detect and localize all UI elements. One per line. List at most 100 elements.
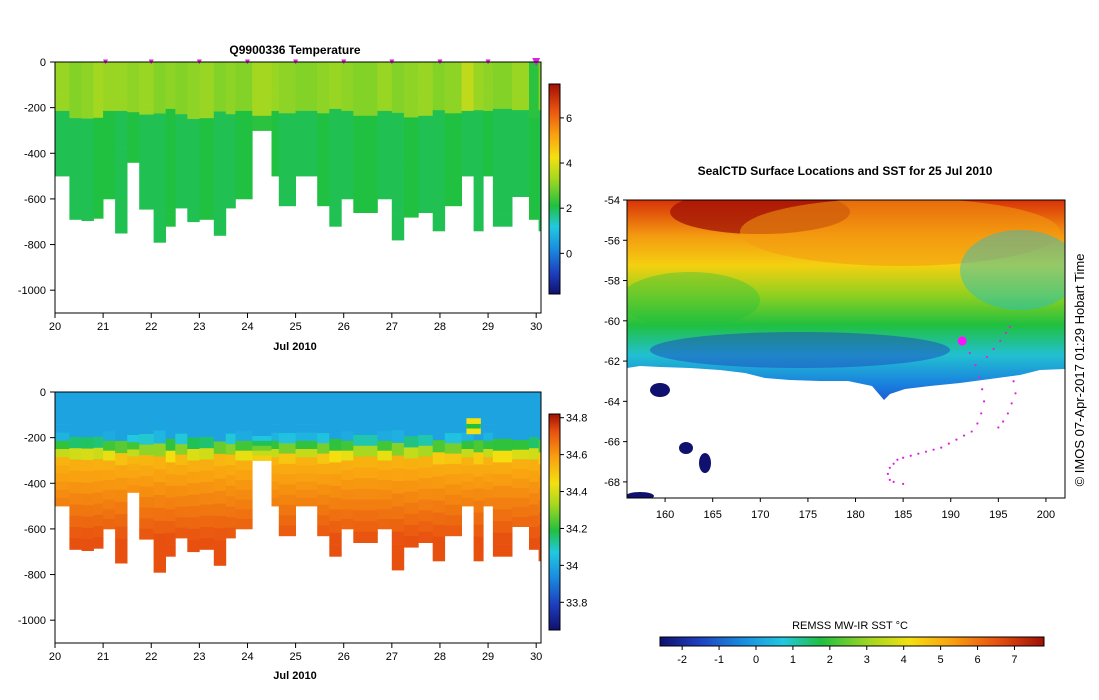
profile-cell — [444, 113, 462, 124]
profile-cell — [418, 510, 434, 522]
profile-cell — [353, 402, 378, 414]
profile-cell — [153, 559, 166, 573]
profile-cell — [199, 403, 215, 415]
profile-cell — [278, 515, 296, 526]
profile-cell — [391, 404, 405, 418]
profile-cell — [213, 528, 227, 542]
profile-cell — [444, 443, 462, 454]
profile-cell — [103, 519, 116, 530]
profile-cell — [473, 404, 484, 417]
profile-cell — [127, 485, 140, 493]
track-point — [909, 454, 912, 457]
profile-cell — [444, 185, 462, 196]
track-point — [981, 388, 984, 391]
profile-cell — [418, 148, 434, 160]
profile-cell — [329, 438, 342, 451]
track-point — [1014, 392, 1017, 395]
profile-cell — [512, 138, 530, 149]
profile-cell — [295, 86, 318, 95]
profile-cell — [483, 432, 494, 442]
profile-cell — [165, 214, 176, 227]
profile-cell — [329, 132, 342, 145]
profile-cell — [295, 457, 318, 466]
profile-cell — [55, 94, 70, 104]
profile-cell — [69, 208, 82, 220]
x-tick-label: 21 — [97, 651, 109, 663]
profile-cell — [461, 449, 474, 458]
profile-cell — [225, 166, 236, 178]
profile-cell — [538, 548, 542, 562]
profile-cell — [153, 495, 166, 509]
profile-cell — [115, 159, 128, 173]
profile-cell — [512, 459, 530, 470]
y-tick-label: -800 — [24, 570, 46, 582]
profile-cell — [165, 544, 176, 557]
profile-cell — [529, 174, 539, 187]
profile-cell — [271, 70, 280, 79]
profile-cell — [473, 218, 484, 232]
profile-cell — [403, 62, 419, 74]
profile-cell — [103, 81, 116, 92]
profile-cell — [529, 515, 539, 528]
profile-cell — [139, 104, 154, 115]
profile-cell — [391, 531, 405, 545]
profile-cell — [353, 126, 378, 138]
profile-cell — [391, 138, 405, 152]
profile-cell — [377, 101, 393, 112]
profile-cell — [341, 169, 354, 180]
profile-cell — [403, 480, 419, 493]
profile-cell — [175, 62, 188, 73]
profile-cell — [187, 176, 200, 188]
profile-cell — [353, 62, 378, 74]
profile-cell — [295, 110, 318, 120]
profile-cell — [213, 223, 227, 236]
profile-cell — [492, 403, 513, 416]
profile-cell — [391, 442, 405, 456]
profile-cell — [139, 434, 154, 445]
profile-cell — [199, 527, 215, 539]
profile-cell — [317, 453, 330, 465]
profile-cell — [432, 86, 446, 99]
profile-cell — [69, 448, 82, 460]
profile-cell — [278, 82, 296, 94]
track-point — [902, 482, 905, 486]
profile-cell — [278, 494, 296, 506]
profile-cell — [538, 170, 542, 183]
profile-cell — [418, 201, 434, 213]
profile-cell — [81, 414, 94, 427]
profile-cell — [377, 169, 393, 180]
profile-cell — [492, 179, 513, 192]
profile-cell — [529, 538, 539, 550]
profile-cell — [295, 416, 318, 425]
profile-cell — [329, 97, 342, 110]
track-point — [999, 339, 1002, 343]
sst-map-frame — [626, 199, 1066, 499]
profile-cell — [165, 73, 176, 86]
profile-cell — [512, 392, 530, 402]
profile-cell — [329, 509, 342, 522]
profile-cell — [165, 62, 176, 75]
profile-cell — [252, 440, 272, 447]
profile-cell — [538, 122, 542, 135]
profile-cell — [69, 414, 82, 427]
profile-cell — [69, 197, 82, 209]
profile-cell — [391, 163, 405, 177]
profile-cell — [81, 460, 94, 472]
profile-cell — [225, 454, 236, 466]
profile-cell — [461, 440, 474, 450]
profile-cell — [127, 413, 140, 422]
profile-cell — [483, 143, 494, 152]
profile-cell — [127, 456, 140, 465]
profile-cell — [432, 464, 446, 477]
profile-cell — [444, 133, 462, 145]
profile-cell — [199, 185, 215, 198]
profile-cell — [69, 470, 82, 483]
track-point — [1006, 412, 1009, 415]
salinity-colorbar-ticks: 33.8 34 34.2 34.4 34.6 34.8 — [560, 413, 587, 609]
profile-cell — [483, 457, 494, 466]
profile-cell — [103, 71, 116, 82]
profile-cell — [139, 198, 154, 210]
profile-cell — [483, 424, 494, 434]
profile-cell — [317, 62, 330, 73]
profile-cell — [403, 536, 419, 548]
